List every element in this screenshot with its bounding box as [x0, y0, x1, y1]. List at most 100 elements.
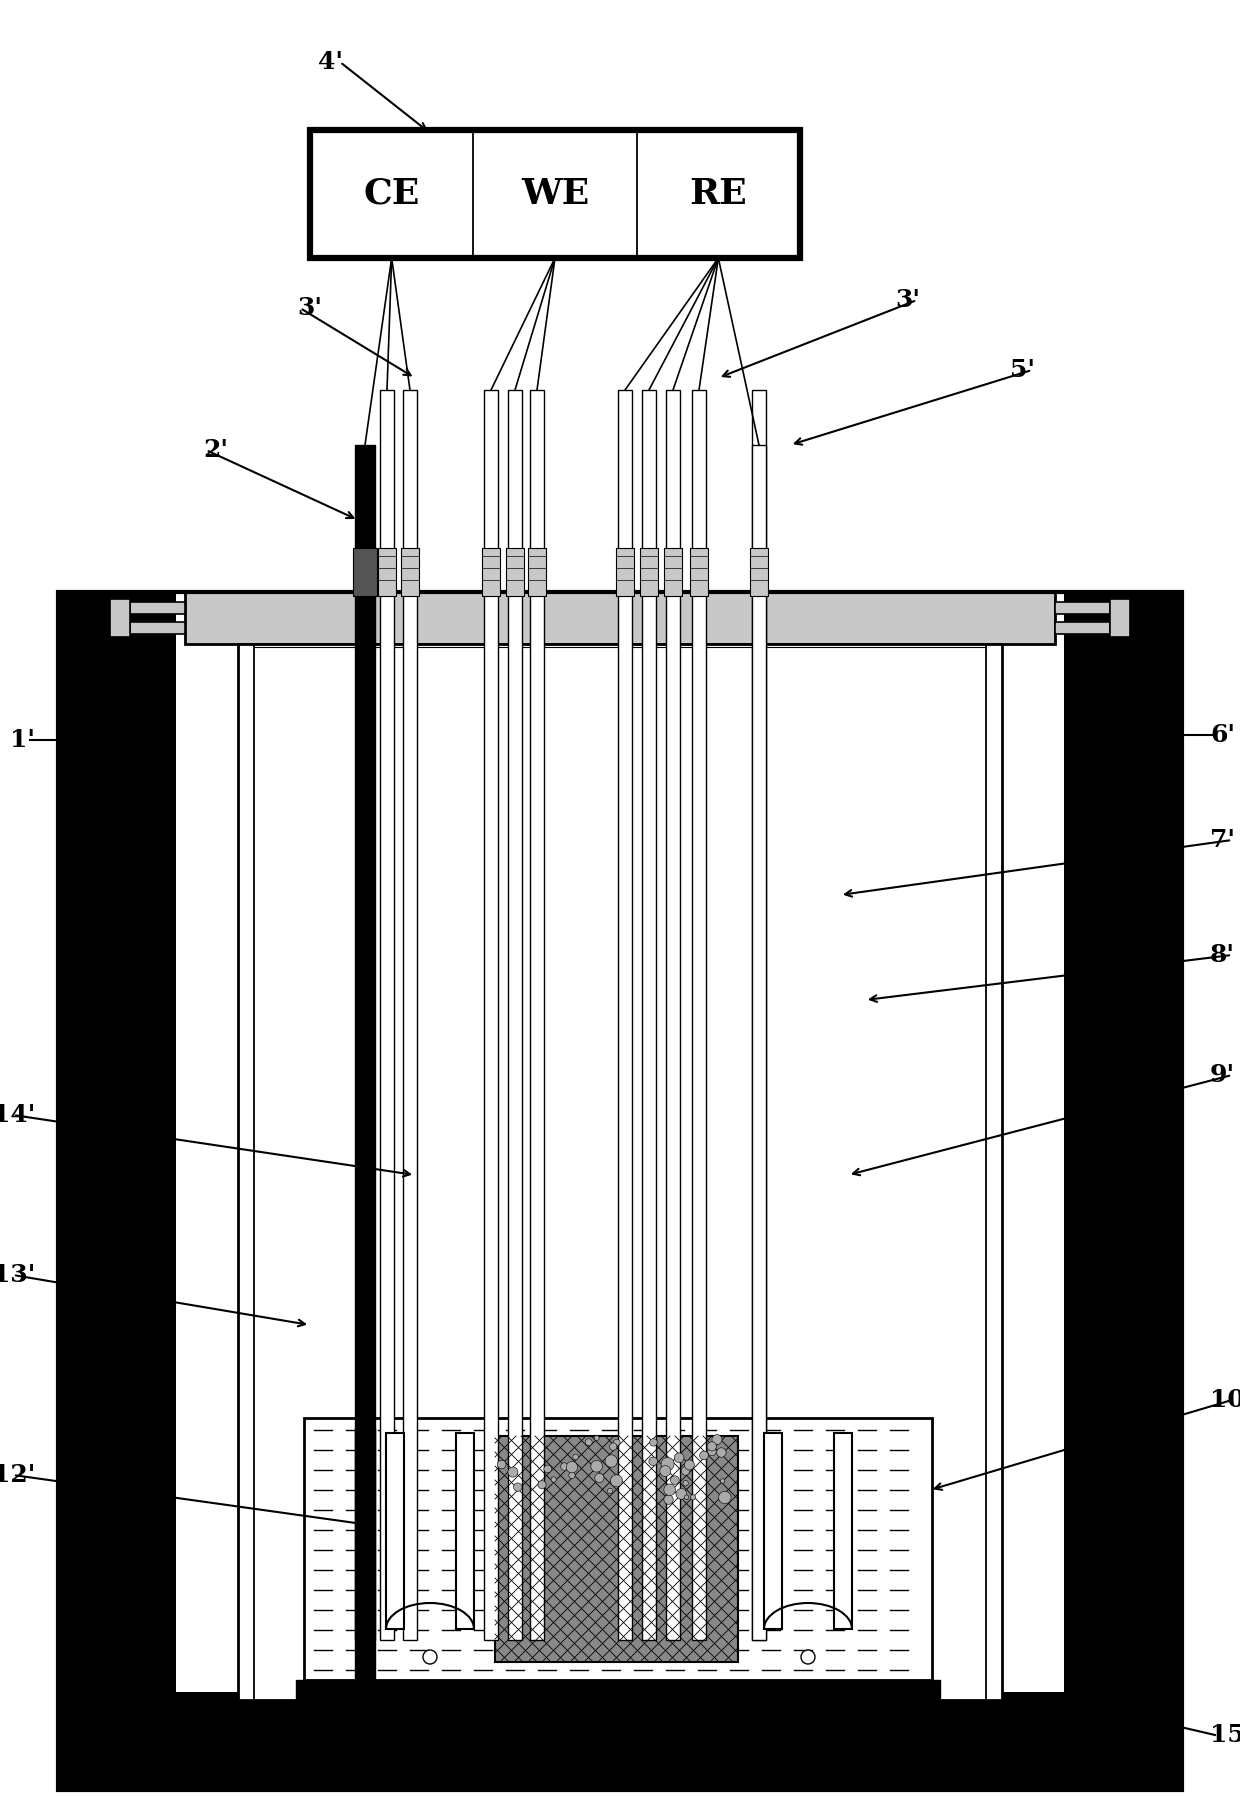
Bar [355, 446, 374, 1641]
Text: RE: RE [689, 176, 748, 210]
Bar [185, 591, 1055, 643]
Text: 12': 12' [0, 1463, 35, 1486]
Bar [1055, 602, 1110, 615]
Bar [456, 1432, 474, 1630]
Circle shape [610, 1475, 622, 1486]
Circle shape [684, 1495, 688, 1499]
Circle shape [708, 1447, 717, 1456]
Text: 3': 3' [895, 288, 920, 313]
Circle shape [681, 1466, 689, 1475]
Circle shape [720, 1479, 725, 1483]
Bar [495, 1436, 738, 1662]
Circle shape [585, 1439, 593, 1445]
Text: 8': 8' [1210, 943, 1235, 967]
Circle shape [649, 1457, 657, 1466]
Bar [484, 390, 498, 1641]
Circle shape [660, 1466, 671, 1477]
Bar [1110, 598, 1130, 636]
Bar [506, 548, 525, 597]
Text: 13': 13' [0, 1263, 35, 1287]
Circle shape [544, 1465, 552, 1474]
Text: 5': 5' [1011, 358, 1035, 383]
Circle shape [610, 1443, 618, 1450]
Bar [618, 390, 632, 1641]
Bar [663, 548, 682, 597]
Bar [666, 390, 680, 1641]
Text: CE: CE [363, 176, 420, 210]
Bar [529, 390, 544, 1641]
Bar [482, 548, 500, 597]
Text: 11': 11' [405, 1732, 448, 1757]
Circle shape [608, 1488, 613, 1493]
Circle shape [595, 1474, 604, 1483]
Circle shape [605, 1456, 618, 1466]
Circle shape [801, 1650, 815, 1664]
Bar [616, 548, 634, 597]
Text: 2': 2' [203, 438, 228, 462]
Circle shape [573, 1454, 578, 1459]
Text: 4': 4' [317, 50, 343, 74]
Circle shape [590, 1461, 603, 1472]
Circle shape [560, 1463, 568, 1470]
Bar [751, 446, 766, 1641]
Circle shape [513, 1483, 522, 1492]
Text: 15': 15' [1210, 1723, 1240, 1747]
Bar [110, 598, 130, 636]
Bar [254, 609, 986, 1700]
Bar [176, 591, 1064, 1693]
Bar [835, 1432, 852, 1630]
Bar [750, 548, 768, 597]
Circle shape [508, 1466, 518, 1477]
Circle shape [569, 1472, 575, 1479]
Circle shape [676, 1488, 687, 1499]
Circle shape [663, 1495, 673, 1504]
Bar [403, 390, 417, 1641]
Circle shape [538, 1481, 546, 1488]
Bar [378, 548, 396, 597]
Bar [58, 591, 176, 1790]
Bar [310, 129, 800, 259]
Bar [508, 390, 522, 1641]
Bar [528, 548, 546, 597]
Bar [296, 1680, 940, 1702]
Text: 14': 14' [0, 1103, 35, 1127]
Circle shape [614, 1439, 620, 1447]
Bar [379, 390, 394, 1641]
Text: 6': 6' [1210, 722, 1235, 748]
Bar [642, 390, 656, 1641]
Bar [764, 1432, 782, 1630]
Circle shape [650, 1439, 657, 1447]
Text: 7': 7' [1210, 828, 1235, 852]
Circle shape [663, 1484, 676, 1495]
Bar [1064, 591, 1182, 1790]
Bar [751, 390, 766, 1641]
Circle shape [661, 1457, 675, 1470]
Bar [640, 548, 658, 597]
Bar [401, 548, 419, 597]
Text: 1': 1' [10, 728, 35, 751]
Circle shape [707, 1441, 717, 1450]
Bar [689, 548, 708, 597]
Circle shape [691, 1495, 696, 1500]
Circle shape [699, 1450, 708, 1459]
Text: 3': 3' [298, 297, 322, 320]
Text: 9': 9' [1210, 1064, 1235, 1087]
Circle shape [497, 1461, 506, 1468]
Bar [386, 1432, 404, 1630]
Text: WE: WE [521, 176, 589, 210]
Circle shape [423, 1650, 436, 1664]
Bar [304, 1418, 932, 1680]
Circle shape [594, 1436, 599, 1441]
Circle shape [719, 1492, 732, 1504]
Bar [130, 622, 185, 634]
Bar [353, 548, 377, 597]
Circle shape [717, 1448, 727, 1457]
Bar [58, 1693, 1182, 1790]
Bar [130, 602, 185, 615]
Bar [692, 390, 706, 1641]
Bar [58, 591, 1182, 1790]
Circle shape [712, 1434, 722, 1445]
Text: 10': 10' [1210, 1387, 1240, 1412]
Bar [1055, 622, 1110, 634]
Circle shape [683, 1481, 688, 1486]
